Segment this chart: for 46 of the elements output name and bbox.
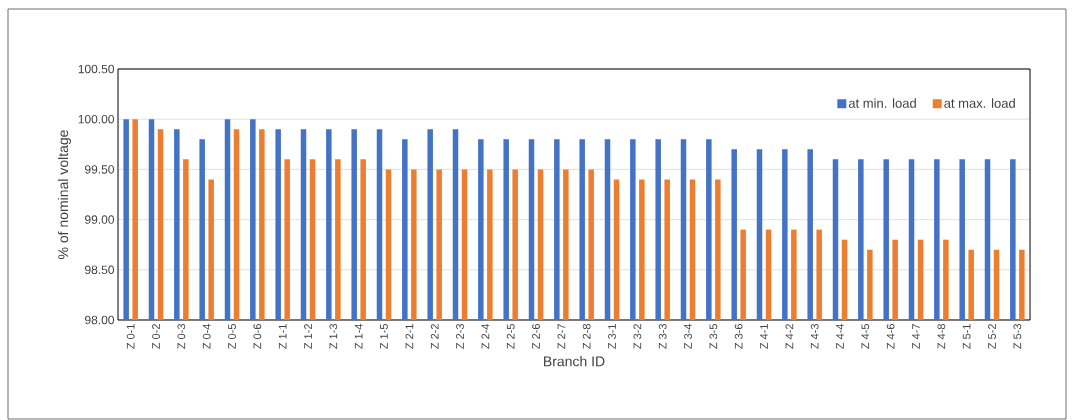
x-tick-label: Z 5-3	[1013, 324, 1022, 349]
x-tick-label: Z 3-5	[709, 323, 718, 349]
x-tick-label: Z 4-1	[760, 324, 768, 349]
x-tick-label: Z 2-7	[557, 324, 566, 349]
x-tick-label: Z 4-7	[912, 324, 920, 349]
y-tick-label: 100.50	[78, 64, 115, 74]
x-tick-label: Z 3-2	[633, 324, 642, 349]
y-axis-title: % of nominal voltage	[57, 130, 71, 259]
y-tick-label: 98.00	[85, 315, 115, 325]
x-tick-label: Z 4-6	[886, 324, 895, 349]
x-tick-label: Z 0-6	[253, 324, 262, 349]
legend-label: at max. load	[944, 98, 1015, 108]
y-tick-label: 99.50	[85, 165, 115, 174]
x-tick-label: Z 4-5	[861, 323, 870, 349]
x-tick-label: Z 3-1	[608, 324, 616, 349]
x-tick-label: Z 4-8	[937, 324, 946, 349]
x-tick-label: Z 0-4	[202, 323, 211, 349]
x-tick-label: Z 0-3	[177, 324, 186, 349]
x-tick-label: Z 2-6	[532, 324, 540, 349]
x-tick-label: Z 2-1	[405, 324, 414, 349]
x-axis-title: Branch ID	[544, 356, 605, 367]
x-tick-label: Z 1-5	[380, 323, 388, 349]
x-tick-label: Z 2-8	[582, 324, 591, 349]
x-tick-label: Z 3-3	[658, 324, 667, 349]
x-tick-label: Z 2-3	[456, 324, 464, 349]
y-tick-label: 98.50	[85, 265, 115, 275]
x-tick-label: Z 2-5	[506, 323, 515, 349]
x-tick-label: Z 3-4	[684, 323, 692, 349]
legend-label: at min. load	[848, 98, 916, 108]
x-tick-label: Z 2-2	[430, 324, 439, 349]
x-tick-label: Z 0-5	[228, 323, 236, 349]
x-tick-label: Z 4-4	[836, 323, 844, 349]
x-tick-label: Z 1-4	[354, 323, 363, 349]
y-tick-label: 99.00	[85, 215, 115, 224]
x-tick-label: Z 0-1	[126, 324, 135, 349]
x-tick-label: Z 2-4	[481, 323, 490, 349]
x-tick-label: Z 0-2	[152, 324, 160, 349]
x-tick-label: Z 4-3	[810, 324, 819, 349]
x-tick-label: Z 3-6	[734, 324, 743, 349]
x-tick-label: Z 5-2	[988, 324, 996, 349]
x-tick-label: Z 4-2	[785, 324, 794, 349]
x-tick-label: Z 1-2	[304, 324, 312, 349]
y-tick-label: 100.00	[78, 114, 115, 124]
x-tick-label: Z 1-1	[278, 324, 287, 349]
x-tick-label: Z 1-3	[329, 324, 338, 349]
x-tick-label: Z 5-1	[962, 324, 971, 349]
